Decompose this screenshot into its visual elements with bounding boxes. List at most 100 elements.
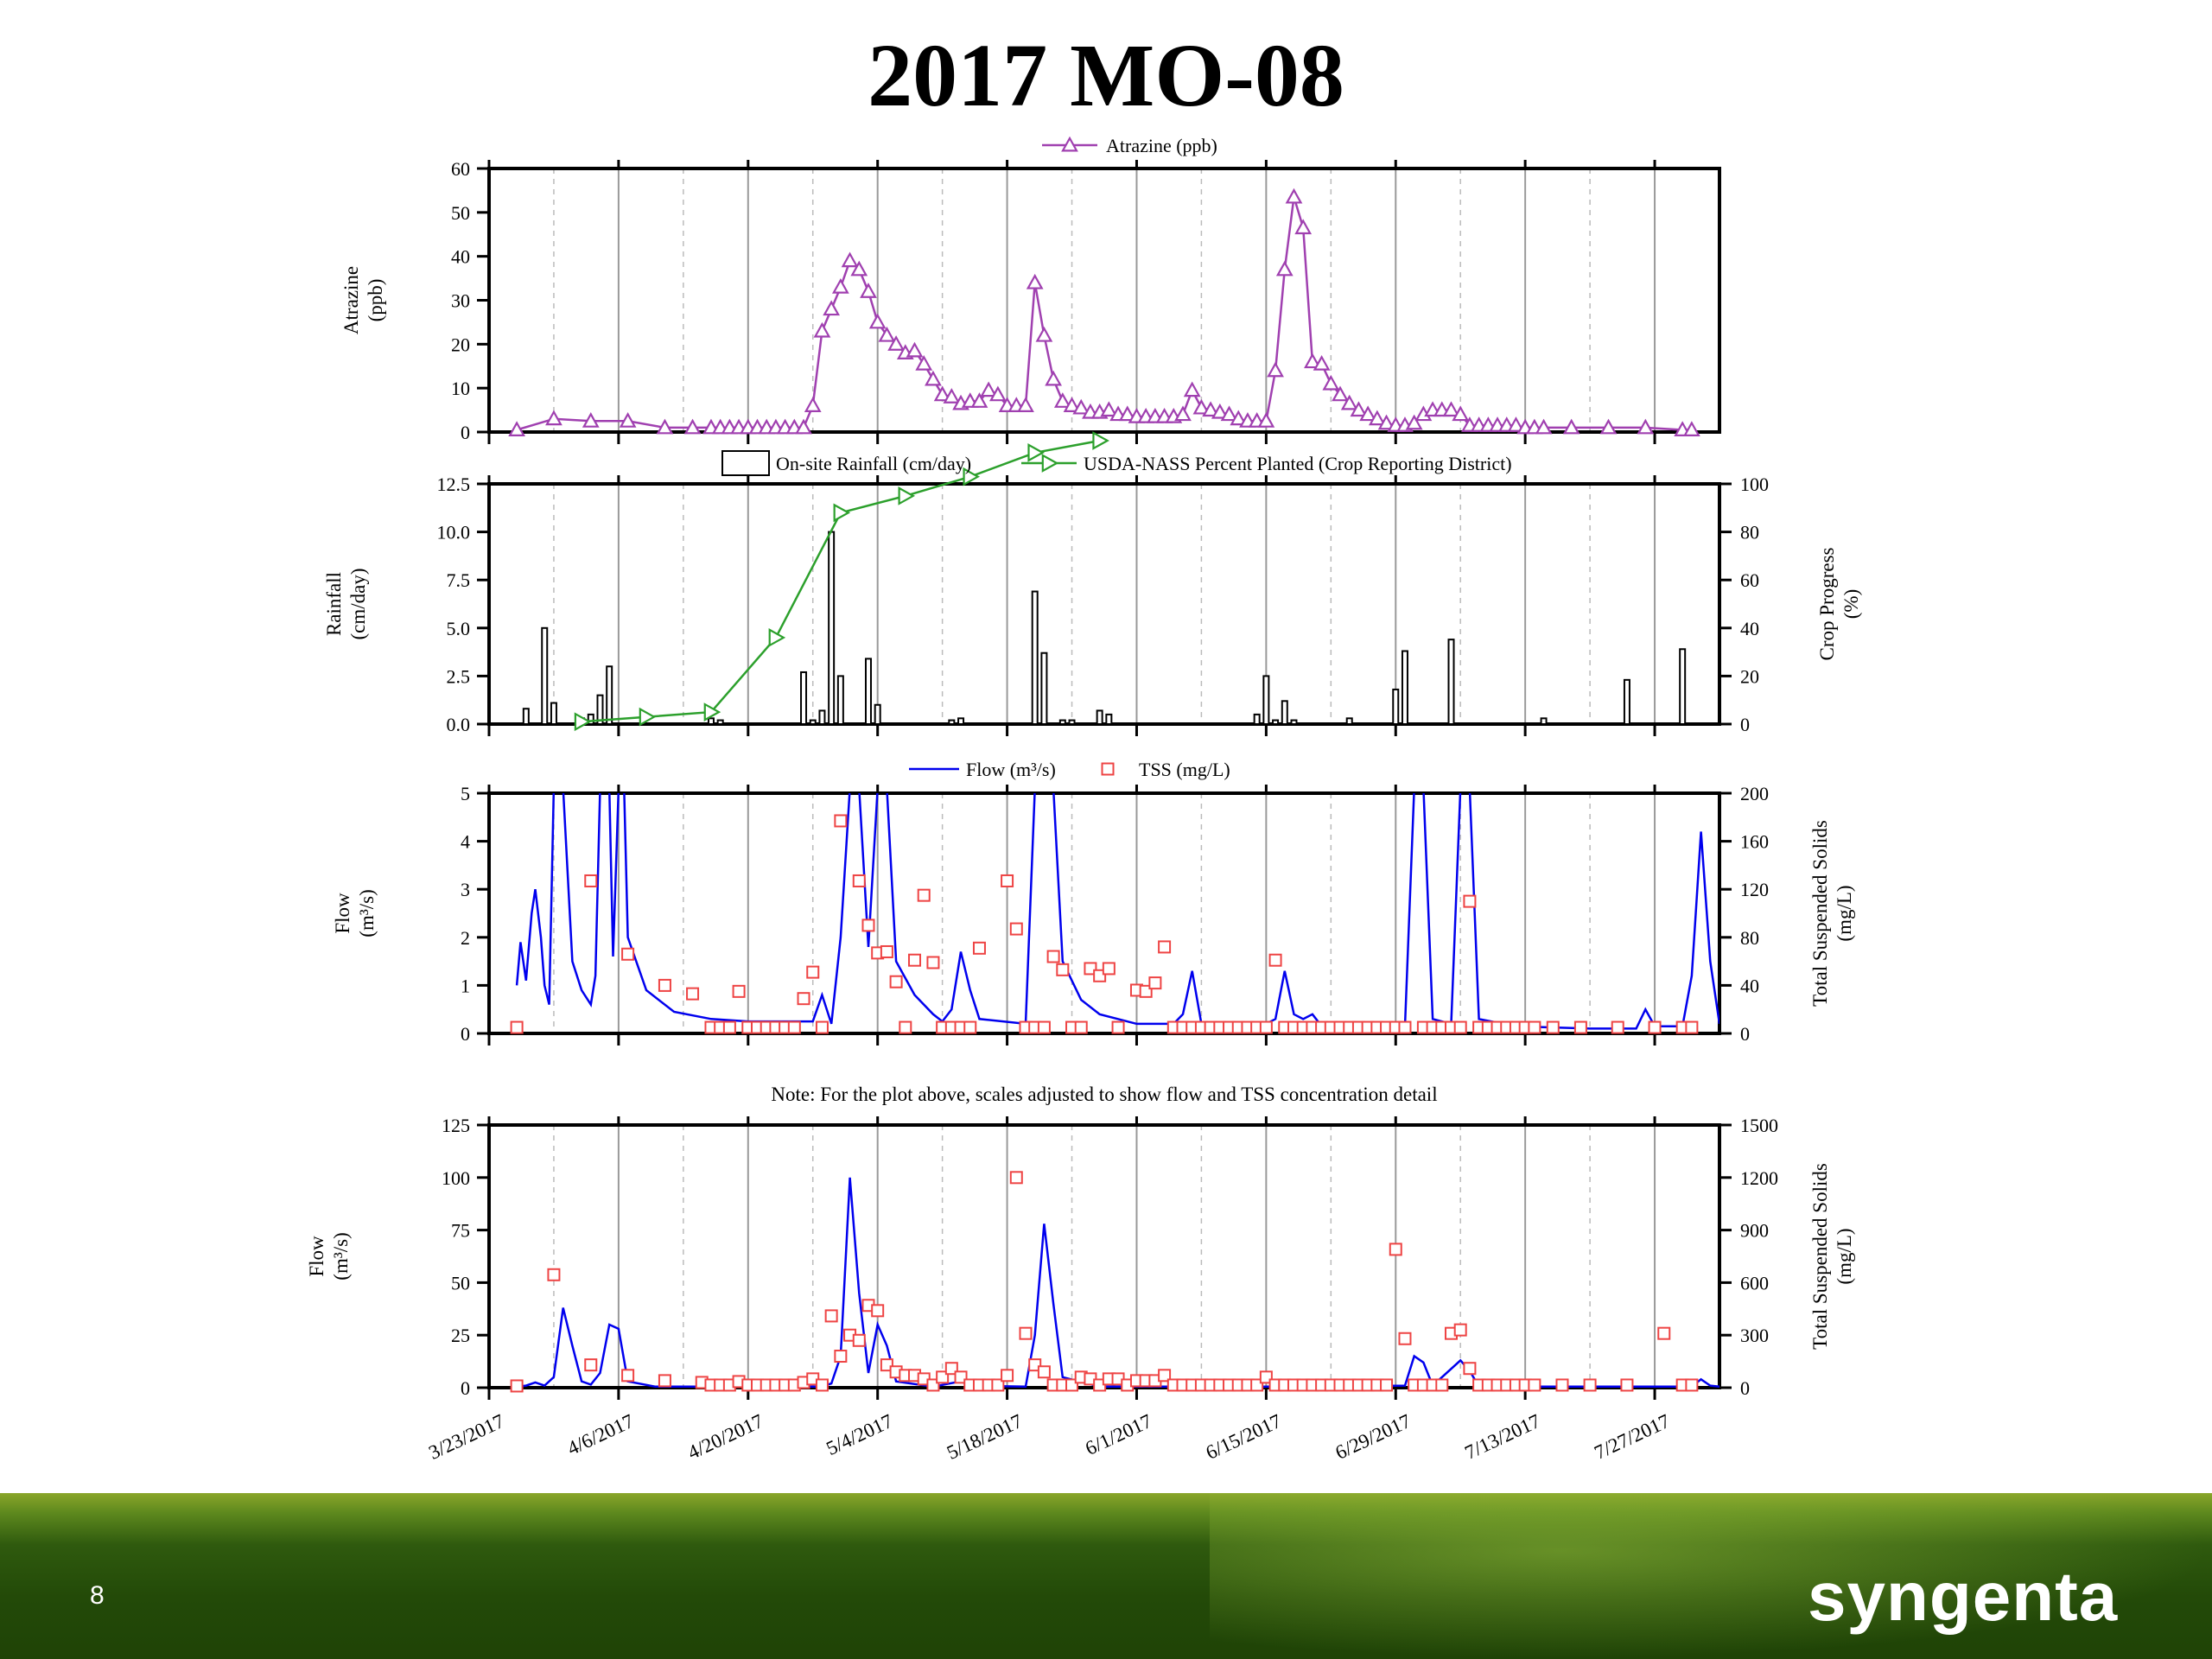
tss-point [1528,1378,1541,1392]
y-axis-label-rainfall-line: (cm/day) [347,568,369,639]
y-axis-label-rainfall: Rainfall (cm/day) [323,568,369,639]
x-tick-label-text: 7/27/2017 [1591,1410,1673,1464]
x-tick-label: 4/20/2017 [684,1410,766,1464]
atrazine-point [841,251,859,268]
rainfall-bar [550,702,557,726]
atrazine-point [831,277,849,294]
rainfall-bar [1262,675,1270,726]
y-axis-label-flow-line: Flow [332,893,353,934]
atrazine-point [868,313,887,329]
atrazine-point [1026,273,1044,289]
tss-point [1463,1362,1477,1376]
y-tick-label: 5 [461,783,470,804]
rainfall-bar [596,694,604,726]
tss-point [1148,976,1162,990]
x-tick-label-text: 6/15/2017 [1203,1410,1285,1464]
legend-flow-label: Flow (m³/s) [966,759,1056,780]
tss-point [797,992,810,1006]
y-tick-label: 0 [461,1023,470,1045]
rainfall-bar [716,719,724,726]
atrazine-point [1507,416,1525,432]
atrazine-point [1192,398,1211,415]
y2-tick-label: 0 [1740,714,1750,735]
y-tick-label: 0 [461,1377,470,1399]
atrazine-point [1063,397,1081,412]
atrazine-point [1267,361,1284,378]
tss-point [908,953,922,967]
tss-point [1398,1332,1412,1345]
tss-point [1001,1369,1014,1382]
atrazine-point [1405,414,1423,430]
y2-axis-label-tss-line: (mg/L) [1834,1228,1855,1284]
atrazine-point [1683,421,1700,436]
tss-point [1657,1326,1671,1340]
y-tick-label: 40 [451,246,470,268]
y-axis-label-flow-line: (m³/s) [356,889,378,937]
y2-tick-label: 120 [1740,879,1769,900]
tss-point [1389,1243,1402,1256]
atrazine-point [1211,403,1229,419]
tss-point [1158,940,1172,954]
tss-point [1074,1020,1088,1034]
x-tick-label: 7/13/2017 [1461,1410,1543,1464]
y-axis-label-atrazine-line: Atrazine [340,266,362,334]
tss-point [732,984,746,998]
rainfall-bar [587,713,594,726]
atrazine-point [1368,410,1386,426]
y-tick-label: 75 [451,1220,470,1242]
tss-point [1573,1020,1587,1034]
rainfall-bar [957,717,965,726]
tss-point [852,1333,866,1347]
legend-tss-marker [1101,762,1115,776]
rainfall-bar [541,626,549,725]
atrazine-point [545,410,563,426]
y-tick-label: 25 [451,1325,470,1346]
y-axis-label-atrazine-line: (ppb) [365,279,386,322]
plot-frame-3 [487,791,1721,1035]
tss-point [1620,1378,1634,1392]
rainfall-bar [1281,700,1288,726]
planted-point [768,628,786,647]
tss-point [1685,1378,1699,1392]
page-number: 8 [90,1581,105,1610]
tss-point [1102,962,1116,976]
y2-tick-label: 600 [1740,1272,1769,1294]
tss-point [547,1268,561,1281]
tss-point [1611,1020,1624,1034]
tss-point [991,1378,1005,1392]
y2-tick-label: 200 [1740,783,1769,804]
y2-tick-label: 1500 [1740,1115,1778,1136]
atrazine-point [1230,410,1248,426]
planted-point [703,702,721,721]
y-tick-label: 3 [461,879,470,900]
footer-glow [1210,1493,2212,1659]
x-tick-label-text: 5/18/2017 [944,1410,1026,1464]
atrazine-point [1599,418,1618,435]
atrazine-point [906,341,924,358]
rainfall-bar [1068,719,1076,726]
plot-frame-2 [487,482,1721,726]
tss-point [880,944,893,958]
tss-point [787,1020,801,1034]
tss-point [926,956,940,969]
y2-tick-label: 80 [1740,927,1759,949]
rainfall-bar [1040,652,1048,725]
tss-point [1037,1020,1051,1034]
atrazine-point [1174,405,1192,422]
rainfall-bar [874,703,881,726]
syngenta-logo: syngenta [1808,1558,2119,1635]
tss-point [899,1020,912,1034]
y2-axis-label-tss-line: (mg/L) [1834,885,1855,941]
x-tick-label: 6/1/2017 [1082,1410,1155,1459]
legend-rainfall-label: On-site Rainfall (cm/day) [776,453,971,474]
planted-point [1092,431,1109,450]
y2-tick-label: 900 [1740,1220,1769,1242]
y-tick-label: 2.5 [447,665,471,687]
atrazine-point [823,300,841,316]
atrazine-point [1535,418,1553,435]
x-tick-label: 6/29/2017 [1332,1410,1414,1464]
y-tick-label: 100 [442,1167,470,1189]
x-tick-label: 5/4/2017 [823,1410,896,1459]
x-tick-label-text: 6/1/2017 [1082,1410,1155,1459]
y-tick-label: 7.5 [447,569,471,591]
